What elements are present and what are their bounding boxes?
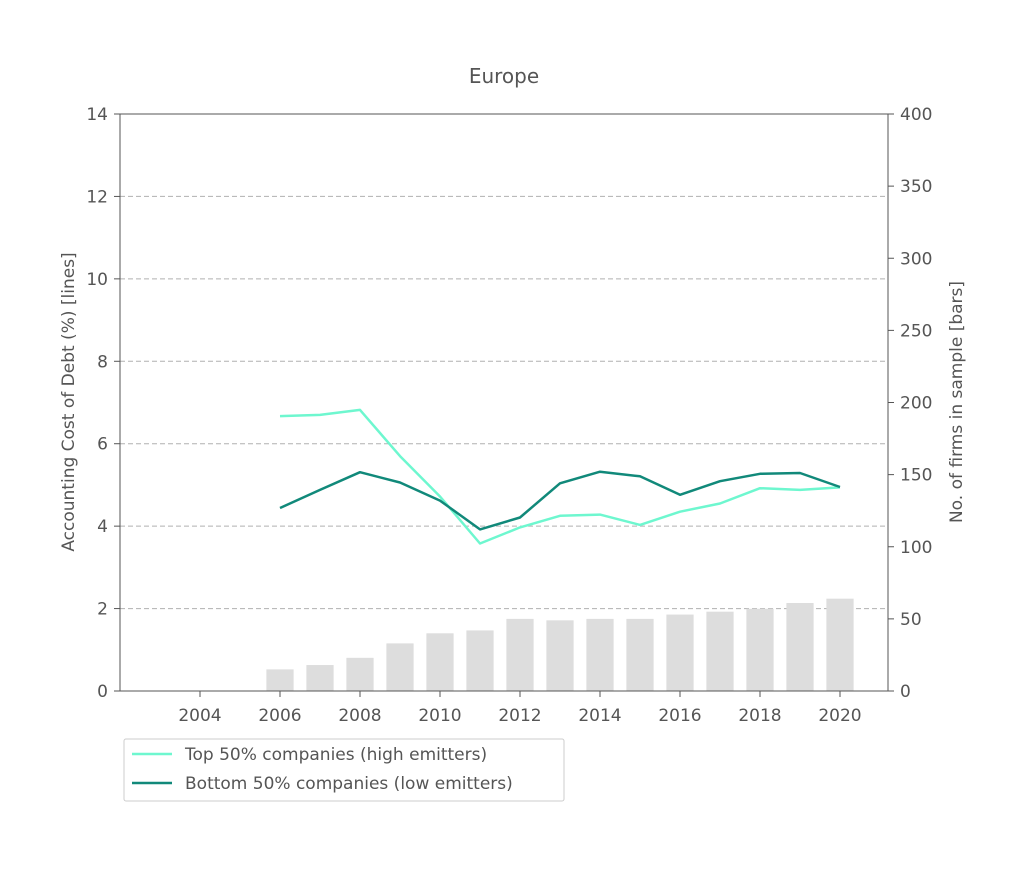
y2-tick-label: 200 xyxy=(900,394,932,414)
y-tick-label: 12 xyxy=(86,187,108,207)
legend: Top 50% companies (high emitters) Bottom… xyxy=(123,738,565,802)
x-tick-label: 2016 xyxy=(658,706,701,726)
y2-axis-label: No. of firms in sample [bars] xyxy=(947,281,967,523)
bar xyxy=(826,598,854,691)
bar xyxy=(786,603,814,691)
y-tick-label: 6 xyxy=(97,435,108,455)
y-tick-label: 4 xyxy=(97,517,108,537)
grid-lines xyxy=(120,195,888,610)
y2-tick-label: 150 xyxy=(900,466,932,486)
x-axis-ticks: 2004 2006 2008 2010 2012 2014 2016 2018 2020 xyxy=(178,691,862,726)
y2-tick-label: 300 xyxy=(900,249,932,269)
line-series xyxy=(279,408,841,545)
bar xyxy=(346,657,374,691)
x-tick-label: 2014 xyxy=(578,706,621,726)
bar xyxy=(746,608,774,691)
chart-title: Europe xyxy=(469,64,539,88)
bar-series xyxy=(266,598,854,691)
y2-tick-label: 350 xyxy=(900,177,932,197)
y-tick-label: 8 xyxy=(97,352,108,372)
y2-tick-label: 400 xyxy=(900,105,932,125)
y-tick-label: 2 xyxy=(97,600,108,620)
bar xyxy=(586,618,614,691)
x-tick-label: 2008 xyxy=(338,706,381,726)
y2-axis-ticks: 0 50 100 150 200 250 300 350 400 xyxy=(888,105,932,702)
y-tick-label: 14 xyxy=(86,105,108,125)
bar xyxy=(706,611,734,691)
bar xyxy=(426,633,454,691)
legend-label-top: Top 50% companies (high emitters) xyxy=(184,745,487,765)
bar xyxy=(506,618,534,691)
bar xyxy=(306,665,334,691)
plot-frame xyxy=(119,113,889,692)
x-tick-label: 2018 xyxy=(738,706,781,726)
x-tick-label: 2004 xyxy=(178,706,221,726)
bar xyxy=(386,643,414,691)
y-axis-ticks: 0 2 4 6 8 10 12 14 xyxy=(86,105,120,702)
bar xyxy=(466,630,494,691)
y2-tick-label: 50 xyxy=(900,610,922,630)
x-tick-label: 2006 xyxy=(258,706,301,726)
y-tick-label: 0 xyxy=(97,682,108,702)
bar xyxy=(546,620,574,691)
y2-tick-label: 100 xyxy=(900,538,932,558)
y2-tick-label: 250 xyxy=(900,321,932,341)
bar xyxy=(666,614,694,691)
x-tick-label: 2020 xyxy=(818,706,861,726)
legend-label-bottom: Bottom 50% companies (low emitters) xyxy=(185,774,513,794)
series-line-0 xyxy=(279,408,841,545)
legend-box xyxy=(123,738,565,802)
x-tick-label: 2010 xyxy=(418,706,461,726)
bar xyxy=(266,669,294,691)
y-tick-label: 10 xyxy=(86,270,108,290)
y-axis-label: Accounting Cost of Debt (%) [lines] xyxy=(59,252,79,551)
x-tick-label: 2012 xyxy=(498,706,541,726)
bar xyxy=(626,618,654,691)
y2-tick-label: 0 xyxy=(900,682,911,702)
series-line-1 xyxy=(279,470,841,531)
